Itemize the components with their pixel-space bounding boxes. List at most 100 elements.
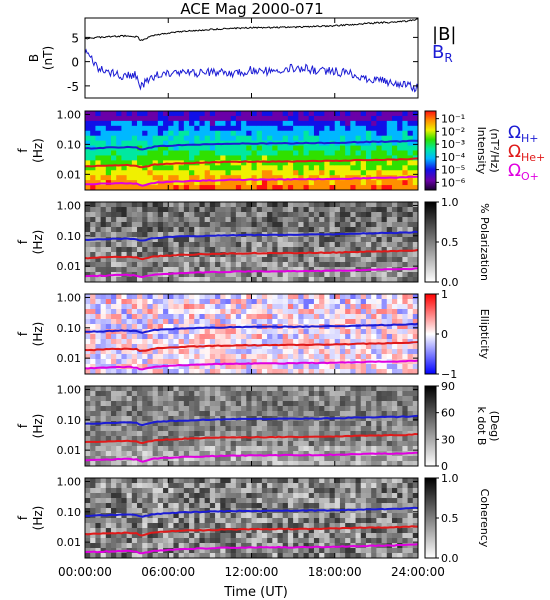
spectrogram-cell xyxy=(85,309,91,315)
spectrogram-cell xyxy=(189,349,195,355)
spectrogram-cell xyxy=(365,294,372,300)
spectrogram-cell xyxy=(397,461,403,467)
spectrogram-cell xyxy=(397,222,403,228)
spectrogram-cell xyxy=(121,135,128,142)
spectrogram-cell xyxy=(235,185,242,191)
spectrogram-cell xyxy=(324,222,330,228)
spectrogram-cell xyxy=(256,364,263,370)
spectrogram-cell xyxy=(339,207,346,213)
spectrogram-cell xyxy=(303,125,310,132)
spectrogram-cell xyxy=(308,227,315,233)
spectrogram-cell xyxy=(194,277,200,283)
spectrogram-cell xyxy=(381,222,388,228)
spectrogram-cell xyxy=(163,441,169,447)
spectrogram-cell xyxy=(360,115,367,122)
spectrogram-cell xyxy=(147,543,154,549)
spectrogram-cell xyxy=(319,478,325,484)
spectrogram-cell xyxy=(157,523,164,529)
spectrogram-cell xyxy=(121,319,128,325)
spectrogram-cell xyxy=(235,252,242,258)
spectrogram-cell xyxy=(293,170,299,176)
spectrogram-cell xyxy=(131,175,138,181)
spectrogram-cell xyxy=(131,309,138,315)
spectrogram-cell xyxy=(100,252,107,258)
spectrogram-cell xyxy=(209,329,216,335)
spectrogram-cell xyxy=(100,319,107,325)
spectrogram-cell xyxy=(381,431,388,437)
spectrogram-cell xyxy=(116,478,122,484)
spectrogram-cell xyxy=(345,262,351,268)
spectrogram-cell xyxy=(204,548,211,554)
spectrogram-cell xyxy=(298,170,304,176)
spectrogram-cell xyxy=(407,135,414,142)
spectrogram-cell xyxy=(163,523,169,529)
spectrogram-cell xyxy=(235,533,242,539)
spectrogram-cell xyxy=(397,294,403,300)
spectrogram-cell xyxy=(157,441,164,447)
spectrogram-cell xyxy=(209,359,216,365)
spectrogram-cell xyxy=(126,145,133,151)
spectrogram-cell xyxy=(339,247,346,253)
spectrogram-cell xyxy=(126,217,133,223)
spectrogram-cell xyxy=(267,364,273,370)
spectrogram-cell xyxy=(111,120,117,127)
spectrogram-cell xyxy=(90,272,96,278)
spectrogram-cell xyxy=(319,456,325,462)
spectrogram-cell xyxy=(319,299,325,305)
spectrogram-cell xyxy=(189,426,195,432)
spectrogram-cell xyxy=(147,237,154,243)
spectrogram-cell xyxy=(111,359,117,365)
spectrogram-cell xyxy=(220,364,226,370)
spectrogram-cell xyxy=(376,257,382,263)
spectrogram-cell xyxy=(251,518,258,524)
spectrogram-cell xyxy=(152,436,159,442)
spectrogram-cell xyxy=(298,222,304,228)
spectrogram-cell xyxy=(126,160,133,166)
spectrogram-cell xyxy=(152,170,159,176)
spectrogram-cell xyxy=(293,130,299,137)
spectrogram-cell xyxy=(324,359,330,365)
spectrogram-cell xyxy=(111,232,117,238)
spectrogram-cell xyxy=(100,242,107,248)
spectrogram-cell xyxy=(386,416,393,422)
spectrogram-cell xyxy=(173,277,180,283)
spectrogram-cell xyxy=(381,456,388,462)
spectrogram-cell xyxy=(329,257,336,263)
spectrogram-cell xyxy=(235,125,242,132)
spectrogram-cell xyxy=(397,309,403,315)
spectrogram-cell xyxy=(319,125,325,132)
spectrogram-cell xyxy=(137,262,143,268)
spectrogram-cell xyxy=(168,309,174,315)
spectrogram-cell xyxy=(157,145,164,151)
spectrogram-cell xyxy=(235,369,242,375)
spectrogram-cell xyxy=(360,426,367,432)
spectrogram-cell xyxy=(391,262,398,268)
spectrogram-cell xyxy=(209,304,216,310)
spectrogram-cell xyxy=(105,411,112,417)
y-tick-label: 0.01 xyxy=(57,260,82,273)
spectrogram-cell xyxy=(152,277,159,283)
spectrogram-cell xyxy=(355,202,362,208)
spectrogram-cell xyxy=(189,483,195,489)
spectrogram-cell xyxy=(168,461,174,467)
spectrogram-cell xyxy=(412,406,419,412)
spectrogram-cell xyxy=(209,406,216,412)
spectrogram-cell xyxy=(121,523,128,529)
spectrogram-cell xyxy=(246,135,252,142)
spectrogram-cell xyxy=(324,354,330,360)
spectrogram-cell xyxy=(199,145,206,151)
spectrogram-cell xyxy=(204,386,211,392)
spectrogram-cell xyxy=(142,508,148,514)
spectrogram-cell xyxy=(152,411,159,417)
spectrogram-cell xyxy=(121,493,128,499)
spectrogram-cell xyxy=(204,478,211,484)
spectrogram-cell xyxy=(381,207,388,213)
spectrogram-cell xyxy=(225,237,232,243)
spectrogram-cell xyxy=(329,431,336,437)
spectrogram-cell xyxy=(412,416,419,422)
spectrogram-cell xyxy=(199,386,206,392)
spectrogram-cell xyxy=(215,145,221,151)
spectrogram-cell xyxy=(189,391,195,397)
spectrogram-cell xyxy=(183,503,190,509)
spectrogram-cell xyxy=(287,436,294,442)
